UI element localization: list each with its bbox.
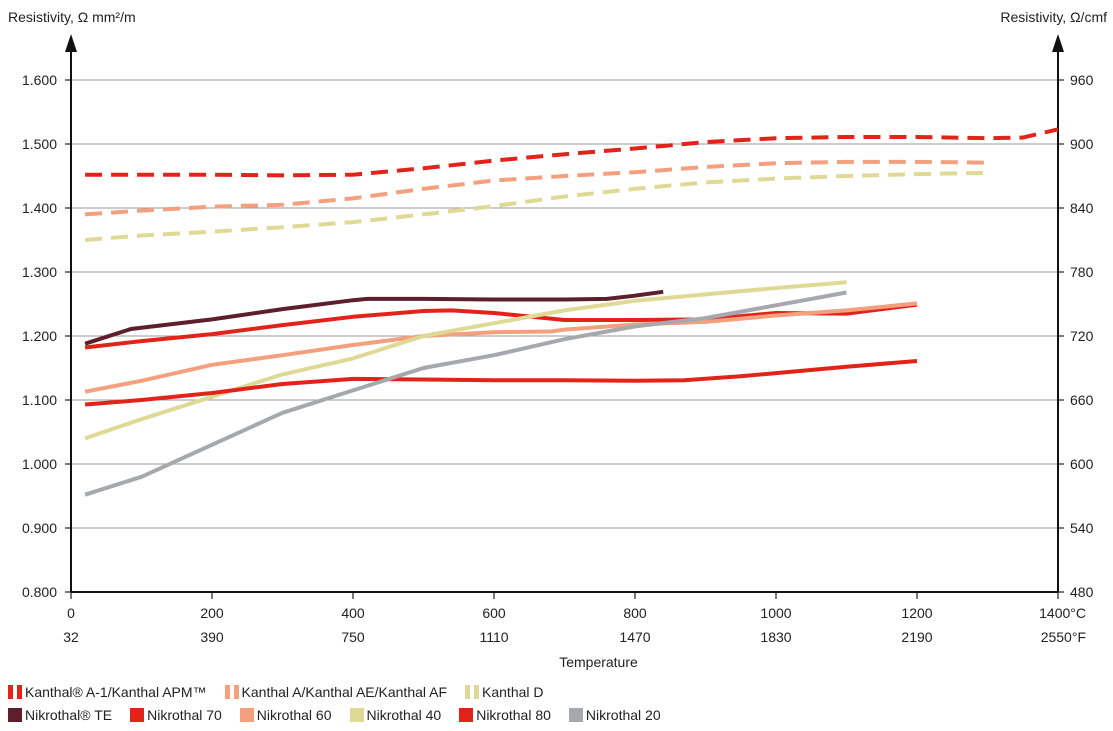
series-line-nikrothal-80 (84, 359, 918, 407)
y-tick-label-right: 540 (1070, 520, 1094, 536)
y-tick-label-right: 480 (1070, 584, 1094, 600)
y-tick-label-right: 780 (1070, 264, 1094, 280)
legend-swatch (8, 708, 22, 722)
legend-item: Nikrothal 20 (568, 707, 661, 723)
series-line-kanthal-d (84, 170, 988, 242)
legend-label: Nikrothal 70 (147, 707, 222, 723)
y-tick-label-right: 600 (1070, 456, 1094, 472)
y-axis-arrow-right (1052, 34, 1064, 52)
series-line-kanthal-a-1-kanthal-apm (85, 127, 1059, 178)
y-tick-label-left: 1.000 (22, 456, 57, 472)
legend-swatch (465, 685, 480, 699)
legend-swatch (8, 685, 22, 699)
legend-swatch (349, 708, 364, 722)
legend-swatch (224, 685, 239, 699)
x-tick-label-fahrenheit: 750 (341, 629, 365, 645)
x-tick-label-celsius: 1400°C (1039, 605, 1086, 621)
legend-swatch (130, 708, 145, 722)
x-tick-label-fahrenheit: 1830 (760, 629, 791, 645)
legend-label: Nikrothal 80 (476, 707, 551, 723)
y-tick-label-left: 1.300 (22, 264, 57, 280)
y-tick-label-left: 0.900 (22, 520, 57, 536)
x-tick-label-celsius: 1200 (901, 605, 932, 621)
legend-label: Nikrothal 40 (366, 707, 442, 723)
x-tick-label-celsius: 400 (341, 605, 365, 621)
series-line-nikrothal-te (84, 289, 664, 346)
y-axis-label-right: Resistivity, Ω/cmf (1000, 9, 1107, 25)
x-tick-label-fahrenheit: 1470 (619, 629, 650, 645)
legend-label: Kanthal A/Kanthal AE/Kanthal AF (241, 684, 448, 700)
resistivity-chart: 0.800 480 0.900 540 1.000 600 1.100 660 1.200 720… (22, 34, 1094, 645)
legend-label: Nikrothal® TE (25, 707, 113, 723)
x-axis-label: Temperature (559, 654, 638, 670)
legend-label: Kanthal D (482, 684, 544, 700)
y-tick-label-right: 840 (1070, 200, 1094, 216)
x-tick-label-celsius: 1000 (760, 605, 791, 621)
x-tick-label-celsius: 600 (482, 605, 506, 621)
y-tick-label-right: 720 (1070, 328, 1094, 344)
series-line-nikrothal-20 (84, 290, 847, 497)
y-axis-arrow-left (65, 34, 77, 52)
y-axis-label-left: Resistivity, Ω mm²/m (8, 9, 136, 25)
y-tick-label-left: 1.600 (22, 72, 57, 88)
x-tick-label-celsius: 200 (200, 605, 224, 621)
y-tick-label-right: 660 (1070, 392, 1094, 408)
legend-item: Nikrothal 40 (349, 707, 442, 723)
legend-item: Nikrothal 70 (130, 707, 222, 723)
legend-item: Kanthal D (465, 684, 544, 700)
x-tick-label-fahrenheit: 1110 (479, 629, 508, 645)
x-tick-label-celsius: 0 (67, 605, 75, 621)
legend-swatch (568, 708, 583, 722)
y-tick-label-left: 0.800 (22, 584, 57, 600)
legend-item: Nikrothal® TE (8, 707, 112, 723)
x-tick-label-fahrenheit: 2190 (901, 629, 932, 645)
legend-item: Nikrothal 80 (459, 707, 551, 723)
series-line-nikrothal-60 (84, 301, 918, 394)
series-line-nikrothal-70 (84, 302, 918, 350)
legend-row-2: Nikrothal® TE Nikrothal 70 Nikrothal 60 Nik… (8, 707, 679, 723)
legend-item: Kanthal® A-1/Kanthal APM™ (8, 684, 207, 700)
y-tick-label-left: 1.500 (22, 136, 57, 152)
legend-label: Nikrothal 60 (256, 707, 332, 723)
series-line-nikrothal-40 (84, 280, 847, 441)
legend-swatch (239, 708, 254, 722)
y-tick-label-right: 960 (1070, 72, 1094, 88)
legend-item: Kanthal A/Kanthal AE/Kanthal AF (224, 684, 448, 700)
y-tick-label-right: 900 (1070, 136, 1094, 152)
legend-item: Nikrothal 60 (239, 707, 332, 723)
y-tick-label-left: 1.200 (22, 328, 57, 344)
legend-label: Kanthal® A-1/Kanthal APM™ (25, 684, 207, 700)
y-tick-label-left: 1.100 (22, 392, 57, 408)
x-tick-label-fahrenheit: 2550°F (1041, 629, 1086, 645)
legend-row-1: Kanthal® A-1/Kanthal APM™ Kanthal A/Kanth… (8, 684, 562, 700)
y-tick-label-left: 1.400 (22, 200, 57, 216)
x-tick-label-celsius: 800 (623, 605, 647, 621)
series-line-kanthal-a-kanthal-ae-kanthal-af (84, 159, 988, 217)
legend-label: Nikrothal 20 (585, 707, 661, 723)
legend-swatch (459, 708, 474, 722)
x-tick-label-fahrenheit: 32 (63, 629, 79, 645)
x-tick-label-fahrenheit: 390 (200, 629, 224, 645)
